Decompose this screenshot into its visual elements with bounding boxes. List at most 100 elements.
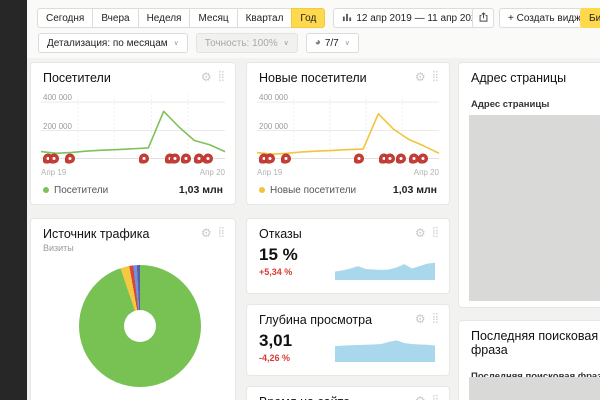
chevron-down-icon: ∨: [344, 40, 350, 47]
settings-gear-icon[interactable]: ⚙: [415, 395, 426, 400]
annotation-pin-icon[interactable]: [139, 154, 149, 163]
widget-title: Источник трафика: [43, 227, 150, 241]
annotation-pin-icon[interactable]: [379, 154, 389, 163]
goal-circle-icon: ◕: [314, 37, 321, 48]
new-visitors-line-chart: 400 000 200 000: [257, 93, 439, 163]
settings-gear-icon[interactable]: ⚙: [414, 226, 426, 240]
x-end-label: Апр 20: [199, 168, 225, 177]
widget-subtitle: Визиты: [43, 243, 74, 253]
visitors-line-chart: 400 000 200 000: [41, 93, 225, 163]
accuracy-label: Точность: 100%: [204, 37, 278, 49]
x-axis-labels: Апр 19 Апр 20: [41, 168, 225, 177]
content-placeholder: [469, 377, 600, 400]
options-toolbar: Детализация: по месяцам ∨ Точность: 100%…: [38, 33, 359, 53]
period-yesterday-button[interactable]: Вчера: [92, 8, 139, 28]
content-placeholder: [469, 115, 600, 301]
dimension-label: Последняя поисковая фраза: [471, 371, 600, 382]
drag-handle-icon[interactable]: ⣿: [431, 313, 439, 324]
kpi-delta: +5,34 %: [259, 267, 293, 277]
annotation-markers: [41, 154, 225, 164]
legend-dot: [259, 187, 265, 193]
annotation-pin-icon[interactable]: [170, 154, 180, 163]
goals-dropdown[interactable]: ◕ 7/7 ∨: [305, 33, 359, 53]
legend-label: Посетители: [54, 184, 109, 196]
period-toolbar: Сегодня Вчера Неделя Месяц Квартал Год 1…: [37, 8, 492, 28]
widget-page-url: Адрес страницы Адрес страницы: [458, 62, 600, 308]
widget-library-button[interactable]: Библиотека виджетов: [580, 8, 600, 28]
depth-sparkline: [335, 338, 435, 362]
calendar-chart-icon: [342, 12, 352, 25]
widget-title: Новые посетители: [259, 71, 367, 85]
drag-handle-icon[interactable]: ⣿: [432, 396, 439, 400]
annotation-pin-icon[interactable]: [418, 154, 428, 163]
dimension-label: Адрес страницы: [471, 99, 550, 110]
drag-handle-icon[interactable]: ⣿: [431, 71, 439, 82]
period-month-button[interactable]: Месяц: [189, 8, 238, 28]
widget-time-on-site: Время на сайте ⚙ ⣿: [246, 386, 450, 400]
settings-gear-icon[interactable]: ⚙: [200, 70, 212, 84]
accuracy-dropdown[interactable]: Точность: 100% ∨: [195, 33, 298, 53]
kpi-delta: -4,26 %: [259, 353, 291, 363]
period-week-button[interactable]: Неделя: [137, 8, 191, 28]
bounces-sparkline: [335, 256, 435, 280]
kpi-value: 15 %: [259, 245, 298, 264]
x-end-label: Апр 20: [413, 168, 439, 177]
widget-new-visitors: Новые посетители ⚙ ⣿ 400 000 200 000 Апр…: [246, 62, 450, 205]
detail-level-label: Детализация: по месяцам: [47, 37, 168, 49]
share-export-icon: [478, 11, 489, 26]
annotation-pin-icon[interactable]: [396, 154, 406, 163]
annotation-pin-icon[interactable]: [409, 154, 419, 163]
widget-title: Посетители: [43, 71, 111, 85]
annotation-pin-icon[interactable]: [385, 154, 395, 163]
y-tick-label: 400 000: [43, 93, 72, 102]
widget-view-depth: Глубина просмотра ⚙ ⣿ 3,01 -4,26 %: [246, 304, 450, 376]
period-today-button[interactable]: Сегодня: [37, 8, 94, 28]
chevron-down-icon: ∨: [283, 40, 289, 47]
chart-legend[interactable]: Посетители: [43, 185, 108, 196]
collapsed-sidebar[interactable]: [0, 0, 27, 400]
widget-title: Адрес страницы: [471, 71, 567, 85]
chart-total-value: 1,03 млн: [392, 184, 437, 196]
widget-last-search-phrase: Последняя поисковая фраза Последняя поис…: [458, 320, 600, 400]
traffic-donut-chart[interactable]: [79, 265, 201, 387]
annotation-pin-icon[interactable]: [65, 154, 75, 163]
annotation-markers: [257, 154, 439, 164]
date-range-button[interactable]: 12 апр 2019 — 11 апр 2020: [333, 8, 492, 28]
x-start-label: Апр 19: [257, 168, 283, 177]
annotation-pin-icon[interactable]: [194, 154, 204, 163]
settings-gear-icon[interactable]: ⚙: [414, 70, 426, 84]
drag-handle-icon[interactable]: ⣿: [431, 227, 439, 238]
annotation-pin-icon[interactable]: [203, 154, 213, 163]
export-button[interactable]: [472, 8, 494, 28]
goals-label: 7/7: [324, 37, 339, 49]
annotation-pin-icon[interactable]: [49, 154, 59, 163]
legend-label: Новые посетители: [270, 184, 357, 196]
settings-gear-icon[interactable]: ⚙: [200, 226, 212, 240]
kpi-value: 3,01: [259, 331, 293, 350]
legend-dot: [43, 187, 49, 193]
annotation-pin-icon[interactable]: [265, 154, 275, 163]
detail-level-dropdown[interactable]: Детализация: по месяцам ∨: [38, 33, 188, 53]
y-tick-label: 200 000: [259, 122, 288, 131]
date-range-label: 12 апр 2019 — 11 апр 2020: [356, 12, 483, 24]
widget-traffic-source: Источник трафика ⚙ ⣿ Визиты: [30, 218, 236, 400]
period-year-button[interactable]: Год: [291, 8, 326, 28]
drag-handle-icon[interactable]: ⣿: [217, 71, 225, 82]
widget-bounces: Отказы ⚙ ⣿ 15 % +5,34 %: [246, 218, 450, 294]
x-axis-labels: Апр 19 Апр 20: [257, 168, 439, 177]
widget-title: Последняя поисковая фраза: [471, 329, 599, 357]
period-segment: Сегодня Вчера Неделя Месяц Квартал Год: [37, 8, 326, 28]
annotation-pin-icon[interactable]: [281, 154, 291, 163]
annotation-pin-icon[interactable]: [181, 154, 191, 163]
chart-legend[interactable]: Новые посетители: [259, 185, 356, 196]
period-quarter-button[interactable]: Квартал: [236, 8, 293, 28]
annotation-pin-icon[interactable]: [354, 154, 364, 163]
annotation-pin-icon[interactable]: [165, 154, 175, 163]
annotation-pin-icon[interactable]: [259, 154, 269, 163]
widget-title: Отказы: [259, 227, 302, 241]
annotation-pin-icon[interactable]: [43, 154, 53, 163]
widget-title: Время на сайте: [259, 395, 350, 400]
drag-handle-icon[interactable]: ⣿: [217, 227, 225, 238]
settings-gear-icon[interactable]: ⚙: [414, 312, 426, 326]
